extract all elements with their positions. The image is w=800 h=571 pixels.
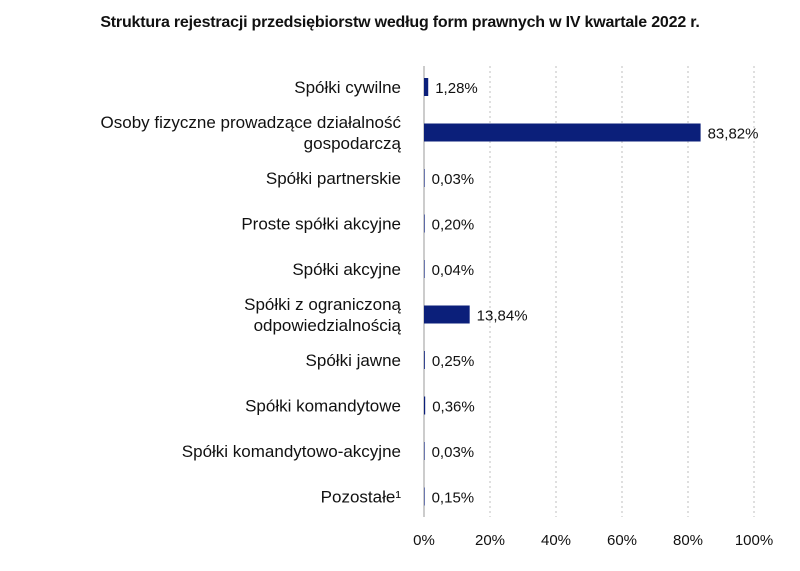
category-label: Spółki komandytowe <box>245 397 401 416</box>
category-label: Proste spółki akcyjne <box>241 215 401 234</box>
value-label: 0,20% <box>432 217 475 234</box>
category-labels: Spółki cywilne Osoby fizyczne prowadzące … <box>101 78 402 507</box>
value-label: 1,28% <box>435 80 478 97</box>
category-label: Spółki jawne <box>306 351 401 370</box>
category-label: gospodarczą <box>304 134 402 153</box>
category-label: Pozostałe¹ <box>321 488 402 507</box>
value-label: 0,04% <box>432 262 475 279</box>
x-tick-label: 60% <box>607 532 637 549</box>
x-tick-label: 20% <box>475 532 505 549</box>
bar <box>424 169 425 187</box>
value-label: 13,84% <box>477 308 528 325</box>
category-label: Spółki komandytowo-akcyjne <box>182 442 401 461</box>
bar <box>424 123 701 142</box>
bar <box>424 396 426 415</box>
category-label: Spółki z ograniczoną <box>244 295 401 314</box>
bar <box>424 78 429 96</box>
bar <box>424 487 425 506</box>
grid-lines <box>489 66 755 517</box>
value-label: 0,03% <box>432 171 475 188</box>
value-labels: 1,28% 83,82% 0,03% 0,20% 0,04% 13,84% 0,25% 0,3… <box>432 80 759 507</box>
category-label: Spółki akcyjne <box>292 260 401 279</box>
x-axis: 0% 20% 40% 60% 80% 100% <box>413 66 773 549</box>
x-tick-label: 80% <box>673 532 703 549</box>
value-label: 0,15% <box>432 490 475 507</box>
chart-title: Struktura rejestracji przedsiębiorstw we… <box>100 14 700 31</box>
bar <box>424 260 425 278</box>
x-tick-label: 100% <box>735 532 773 549</box>
category-label: odpowiedzialnością <box>254 316 402 335</box>
value-label: 0,03% <box>432 444 475 461</box>
bar <box>424 214 425 233</box>
x-tick-label: 0% <box>413 532 435 549</box>
x-tick-label: 40% <box>541 532 571 549</box>
category-label: Spółki partnerskie <box>266 169 401 188</box>
bar <box>424 351 425 369</box>
category-label: Spółki cywilne <box>294 78 401 97</box>
category-label: Osoby fizyczne prowadzące działalność <box>101 113 402 132</box>
bar <box>424 442 425 460</box>
bars <box>424 78 701 506</box>
bar <box>424 305 470 324</box>
value-label: 0,36% <box>432 399 475 416</box>
value-label: 0,25% <box>432 353 475 370</box>
value-label: 83,82% <box>708 126 759 143</box>
